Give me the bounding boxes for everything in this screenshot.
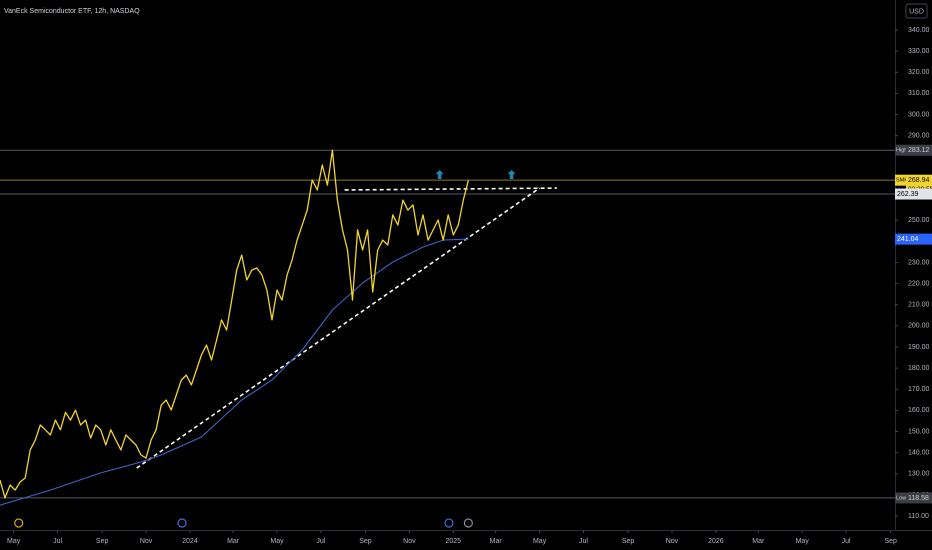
x-tick-label: Sep (96, 538, 109, 545)
moving-average (0, 238, 469, 506)
currency-box[interactable] (905, 3, 928, 19)
x-tick-label: Mar (490, 538, 503, 545)
y-tick-label: 150.00 (908, 428, 930, 435)
x-tick-label: May (533, 538, 547, 545)
y-tick-label: 200.00 (908, 323, 930, 330)
trendline (136, 187, 541, 469)
price-tag: High (896, 148, 907, 154)
y-tick-label: 190.00 (908, 344, 930, 351)
x-tick-label: Mar (227, 538, 240, 545)
x-tick-label: 2025 (445, 538, 461, 545)
price-label-box (906, 144, 932, 156)
event-icon[interactable] (14, 518, 24, 528)
y-tick-label: 310.00 (908, 90, 930, 97)
price-tag: SMH (896, 178, 908, 184)
price-label-box (906, 492, 932, 504)
price-tag: Low (896, 495, 906, 501)
y-tick-label: 110.00 (908, 513, 929, 520)
price-tag-box (895, 492, 906, 504)
chart-title: VanEck Semiconductor ETF, 12h, NASDAQ (4, 8, 140, 15)
x-tick-label: Nov (140, 538, 153, 545)
y-tick-label: 320.00 (908, 69, 930, 76)
y-tick-label: 210.00 (908, 302, 930, 309)
currency[interactable]: USD (909, 8, 924, 15)
x-tick-label: May (7, 538, 21, 545)
y-tick-label: 140.00 (908, 449, 930, 456)
price-label-box (895, 233, 932, 245)
y-tick-label: 220.00 (908, 280, 930, 287)
price-label: 268.94 (908, 177, 930, 184)
arrow-marker (507, 169, 516, 179)
y-tick-label: 250.00 (908, 217, 930, 224)
price-tag-box (895, 174, 906, 186)
event-icon[interactable] (444, 518, 454, 528)
price-label: 262.39 (897, 191, 919, 198)
price-label-box (895, 188, 932, 200)
x-tick-label: Sep (359, 538, 372, 545)
x-tick-label: May (270, 538, 284, 545)
y-tick-label: 340.00 (908, 27, 930, 34)
y-tick-label: 130.00 (908, 471, 930, 478)
x-tick-label: Nov (666, 538, 679, 545)
x-tick-label: 2026 (708, 538, 724, 545)
x-tick-label: Jul (842, 538, 851, 545)
event-icon[interactable] (463, 518, 473, 528)
x-tick-label: Jul (316, 538, 325, 545)
y-tick-label: 290.00 (908, 133, 930, 140)
x-tick-label: Jul (579, 538, 588, 545)
y-tick-label: 160.00 (908, 407, 930, 414)
x-tick-label: Sep (884, 538, 897, 545)
x-tick-label: Jul (53, 538, 62, 545)
x-tick-label: Sep (622, 538, 635, 545)
price-label: 241.04 (897, 236, 919, 243)
y-tick-label: 170.00 (908, 386, 930, 393)
y-tick-label: 230.00 (908, 259, 930, 266)
trendline (344, 187, 557, 191)
x-tick-label: 2024 (182, 538, 198, 545)
price-label: 118.58 (908, 495, 929, 502)
x-tick-label: Mar (752, 538, 765, 545)
x-tick-label: May (796, 538, 810, 545)
x-tick-label: Nov (403, 538, 416, 545)
y-tick-label: 330.00 (908, 48, 930, 55)
y-tick-label: 300.00 (908, 111, 930, 118)
price-tag-box (895, 144, 906, 156)
price-line-series (0, 149, 470, 499)
price-label: 283.12 (908, 147, 930, 154)
y-tick-label: 180.00 (908, 365, 930, 372)
event-icon[interactable] (177, 518, 187, 528)
arrow-marker (435, 169, 444, 179)
